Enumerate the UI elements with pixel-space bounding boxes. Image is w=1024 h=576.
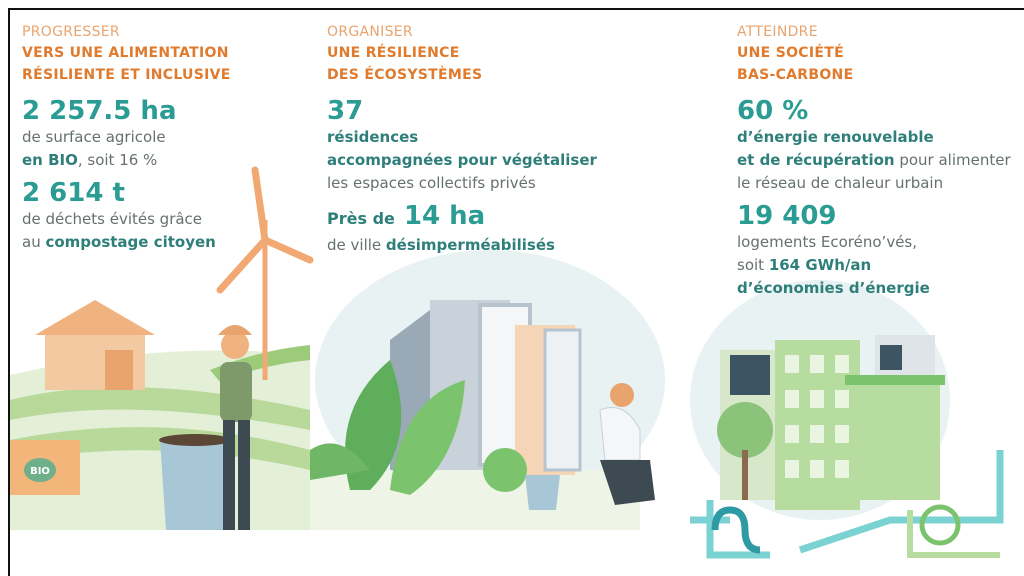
- heading-line: VERS UNE ALIMENTATION: [22, 45, 229, 61]
- text-run: le réseau de chaleur urbain: [737, 174, 944, 192]
- stat-line: résidences: [327, 126, 597, 149]
- heading-line: UNE RÉSILIENCE: [327, 45, 460, 61]
- text-run: les espaces collectifs privés: [327, 174, 536, 192]
- stat-figure: 60 %: [737, 96, 1011, 126]
- stat-value: 60 %: [737, 96, 809, 126]
- garden-illustration: [310, 250, 665, 530]
- text-column: ORGANISER UNE RÉSILIENCE DES ÉCOSYSTÈMES 37…: [327, 22, 597, 257]
- kicker: PROGRESSER: [22, 24, 120, 40]
- text-run: compostage citoyen: [45, 233, 216, 251]
- stat-line: de ville désimperméabilisés: [327, 234, 597, 257]
- text-column: ATTEINDRE UNE SOCIÉTÉ BAS-CARBONE 60 % d’éne…: [737, 22, 1011, 300]
- text-run: pour alimenter: [894, 151, 1011, 169]
- kicker: ATTEINDRE: [737, 24, 818, 40]
- stat-figure: 19 409: [737, 201, 1011, 231]
- stat-line: accompagnées pour végétaliser: [327, 149, 597, 172]
- text-run: en BIO: [22, 151, 78, 169]
- text-run: soit: [737, 256, 769, 274]
- text-run: logements Ecoréno’vés,: [737, 233, 918, 251]
- bio-badge: BIO: [30, 466, 50, 477]
- stat-figure: 2 614 t: [22, 178, 231, 208]
- text-run: désimperméabilisés: [385, 236, 555, 254]
- heading-line: BAS-CARBONE: [737, 67, 854, 83]
- city-illustration: [690, 280, 1004, 559]
- text-run: résidences: [327, 128, 419, 146]
- text-run: de surface agricole: [22, 128, 166, 146]
- stat-line: en BIO, soit 16 %: [22, 149, 231, 172]
- heading-line: DES ÉCOSYSTÈMES: [327, 67, 483, 83]
- stat-line: au compostage citoyen: [22, 231, 231, 254]
- stat-value: 19 409: [737, 201, 837, 231]
- text-run: d’énergie renouvelable: [737, 128, 934, 146]
- text-run: de déchets évités grâce: [22, 210, 203, 228]
- stat-line: et de récupération pour alimenter: [737, 149, 1011, 172]
- stat-value: 2 257.5 ha: [22, 96, 177, 126]
- farm-illustration: BIO: [10, 166, 314, 530]
- text-run: et de récupération: [737, 151, 895, 169]
- kicker: ORGANISER: [327, 24, 413, 40]
- stat-figure: 37: [327, 96, 597, 126]
- illustrations: BIO: [10, 166, 1004, 559]
- stat-figure: Près de 14 ha: [327, 201, 597, 234]
- stat-line: d’économies d’énergie: [737, 277, 1011, 300]
- stat-line: d’énergie renouvelable: [737, 126, 1011, 149]
- stat-line: de déchets évités grâce: [22, 208, 231, 231]
- heading-line: UNE SOCIÉTÉ: [737, 45, 844, 61]
- text-run: d’économies d’énergie: [737, 279, 930, 297]
- stat-line: le réseau de chaleur urbain: [737, 172, 1011, 195]
- stat-line: soit 164 GWh/an: [737, 254, 1011, 277]
- text-run: de ville: [327, 236, 386, 254]
- stat-line: de surface agricole: [22, 126, 231, 149]
- text-column: PROGRESSER VERS UNE ALIMENTATION RÉSILIENT…: [22, 22, 231, 254]
- stat-value: 37: [327, 96, 364, 126]
- heading-line: RÉSILIENTE ET INCLUSIVE: [22, 67, 231, 83]
- stat-line: logements Ecoréno’vés,: [737, 231, 1011, 254]
- frame: BIO: [8, 8, 1024, 576]
- stat-value: 14 ha: [403, 201, 486, 231]
- text-run: accompagnées pour végétaliser: [327, 151, 597, 169]
- text-run: au: [22, 233, 46, 251]
- stat-figure: 2 257.5 ha: [22, 96, 231, 126]
- stat-prefix: Près de: [327, 209, 395, 228]
- stat-line: les espaces collectifs privés: [327, 172, 597, 195]
- stat-value: 2 614 t: [22, 178, 125, 208]
- text-run: , soit 16 %: [77, 151, 158, 169]
- text-run: 164 GWh/an: [768, 256, 872, 274]
